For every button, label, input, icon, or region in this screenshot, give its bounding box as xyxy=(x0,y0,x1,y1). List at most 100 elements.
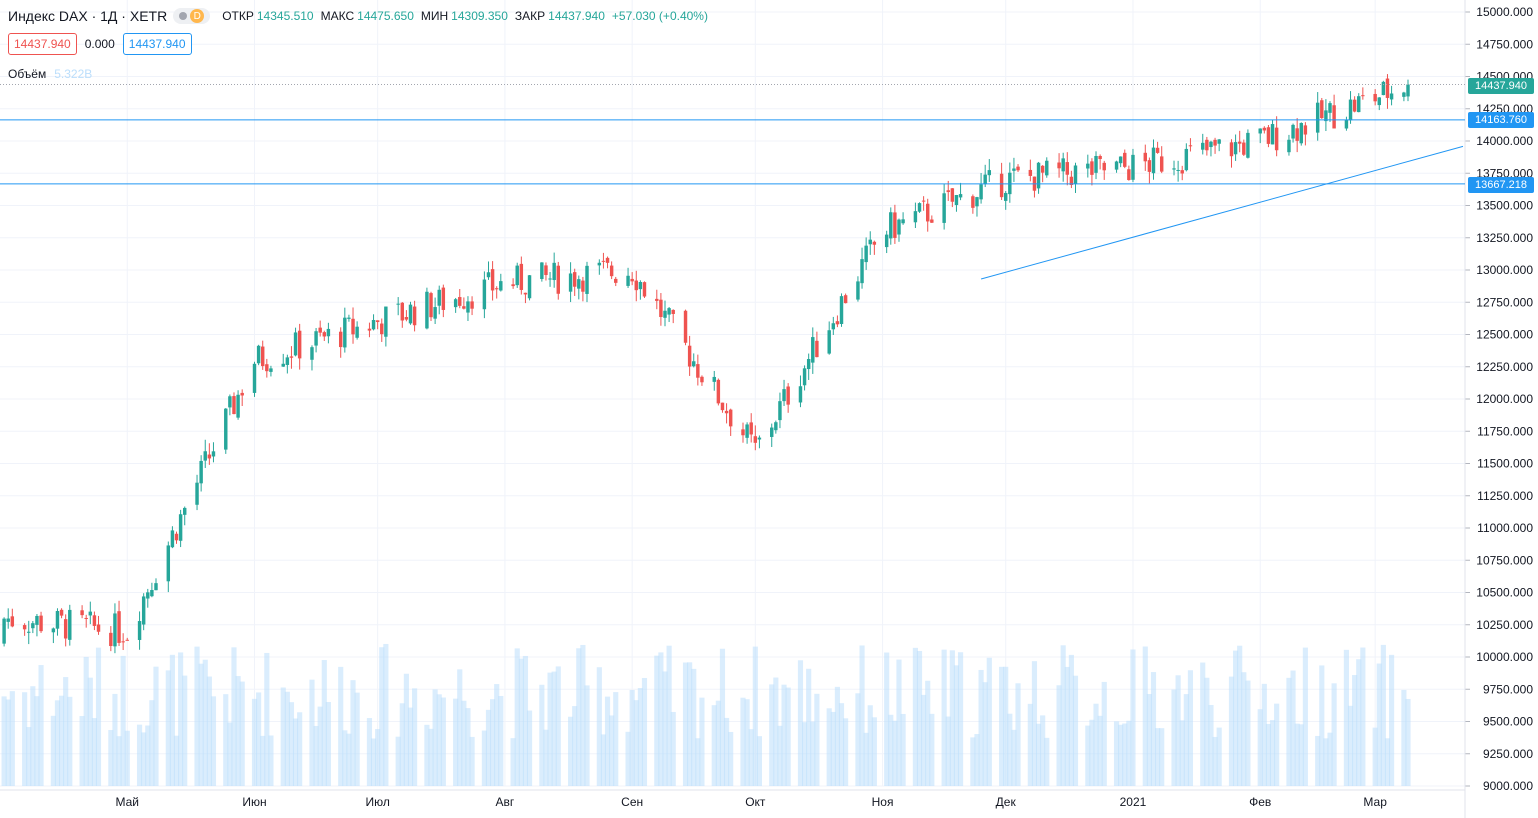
volume-bar xyxy=(921,694,927,786)
volume-bar xyxy=(22,692,28,786)
candle-body xyxy=(1098,155,1102,160)
volume-bar xyxy=(1376,663,1382,786)
candle-body xyxy=(154,583,158,591)
candle-body xyxy=(1061,158,1065,172)
candle-body xyxy=(314,331,318,346)
candle-body xyxy=(326,328,331,337)
volume-bar xyxy=(666,645,672,786)
candle-body xyxy=(59,609,64,616)
time-tick-label: Июн xyxy=(242,795,266,809)
volume-bar xyxy=(313,725,319,786)
volume-bar xyxy=(526,710,533,786)
candle-body xyxy=(523,292,528,295)
price-tick-label: 14750.000 xyxy=(1476,37,1533,51)
candle-body xyxy=(80,610,84,616)
candle-body xyxy=(289,356,294,358)
candle-body xyxy=(269,368,273,372)
candle-body xyxy=(351,318,355,335)
candle-body xyxy=(113,613,117,647)
level-tag-1[interactable]: 14163.760 xyxy=(1468,112,1534,128)
time-tick-label: Дек xyxy=(996,795,1017,809)
volume-bar xyxy=(555,666,561,786)
volume-bar xyxy=(1389,654,1395,786)
volume-bar xyxy=(1302,647,1308,786)
volume-bar xyxy=(440,697,446,786)
volume-bar xyxy=(580,644,586,786)
candle-body xyxy=(39,615,43,632)
volume-bar xyxy=(1331,683,1337,786)
market-status-badge[interactable]: D xyxy=(173,8,211,24)
candle-body xyxy=(1287,139,1291,153)
volume-bar xyxy=(309,679,315,786)
candle-body xyxy=(322,332,327,337)
candle-body xyxy=(1295,128,1299,141)
candle-body xyxy=(921,200,926,202)
price-tick-label: 13500.000 xyxy=(1476,199,1533,213)
volume-bar xyxy=(436,694,442,786)
volume-bar xyxy=(1159,728,1165,786)
volume-bar xyxy=(34,696,40,786)
price-input-left[interactable]: 14437.940 xyxy=(8,33,77,55)
volume-bar xyxy=(350,680,356,786)
candle-body xyxy=(1381,81,1386,96)
level-tag-2[interactable]: 13667.218 xyxy=(1468,177,1534,193)
candle-body xyxy=(31,623,35,629)
candle-body xyxy=(384,306,388,337)
volume-bar xyxy=(1035,723,1042,786)
volume-bar xyxy=(1204,677,1210,786)
price-input-right[interactable]: 14437.940 xyxy=(122,33,192,55)
volume-bar xyxy=(584,685,590,786)
candle-body xyxy=(601,260,606,262)
volume-bar xyxy=(925,680,931,786)
volume-bar xyxy=(87,677,93,786)
volume-bar xyxy=(633,700,639,786)
price-tick-label: 14000.000 xyxy=(1476,134,1533,148)
candle-body xyxy=(835,321,840,325)
candle-body xyxy=(240,392,244,396)
candle-body xyxy=(1242,142,1246,155)
candle-body xyxy=(146,592,150,599)
volume-bar xyxy=(999,666,1005,786)
volume-bar xyxy=(687,662,693,786)
volume-bar xyxy=(1093,703,1099,786)
candle-body xyxy=(1094,155,1098,173)
candle-body xyxy=(137,621,142,640)
time-tick-label: Ноя xyxy=(872,795,894,809)
volume-bar xyxy=(346,733,352,786)
low-label: МИН xyxy=(420,9,449,23)
volume-bar xyxy=(826,708,832,786)
open-value: 14345.510 xyxy=(256,9,314,23)
candle-body xyxy=(605,257,610,263)
volume-bar xyxy=(797,660,804,786)
candle-body xyxy=(1008,172,1012,195)
volume-bar xyxy=(1,696,7,786)
volume-bar xyxy=(974,734,980,786)
symbol-title[interactable]: Индекс DAX · 1Д · XETR xyxy=(8,8,168,24)
candle-body xyxy=(55,611,60,629)
volume-bar xyxy=(173,735,180,786)
candle-body xyxy=(634,280,638,291)
volume-bar xyxy=(785,687,791,786)
volume-bar xyxy=(165,670,171,786)
volume-bar xyxy=(239,681,245,786)
volume-bar xyxy=(929,713,935,786)
volume-bar xyxy=(691,668,697,786)
volume-bar xyxy=(1072,675,1079,786)
volume-bar xyxy=(1085,725,1091,786)
candle-body xyxy=(1209,141,1213,148)
volume-bar xyxy=(338,666,344,786)
candle-body xyxy=(1118,156,1123,164)
candle-body xyxy=(798,386,803,403)
time-tick-label: Фев xyxy=(1249,795,1271,809)
volume-bar xyxy=(572,706,578,786)
candle-body xyxy=(1361,95,1365,97)
candle-body xyxy=(1086,163,1090,169)
volume-bar xyxy=(670,711,676,786)
volume-bar xyxy=(609,715,615,786)
candle-body xyxy=(63,619,68,639)
candle-body xyxy=(1270,124,1275,145)
candle-body xyxy=(260,346,265,367)
candle-body xyxy=(831,323,836,330)
volume-bar xyxy=(1257,709,1263,786)
